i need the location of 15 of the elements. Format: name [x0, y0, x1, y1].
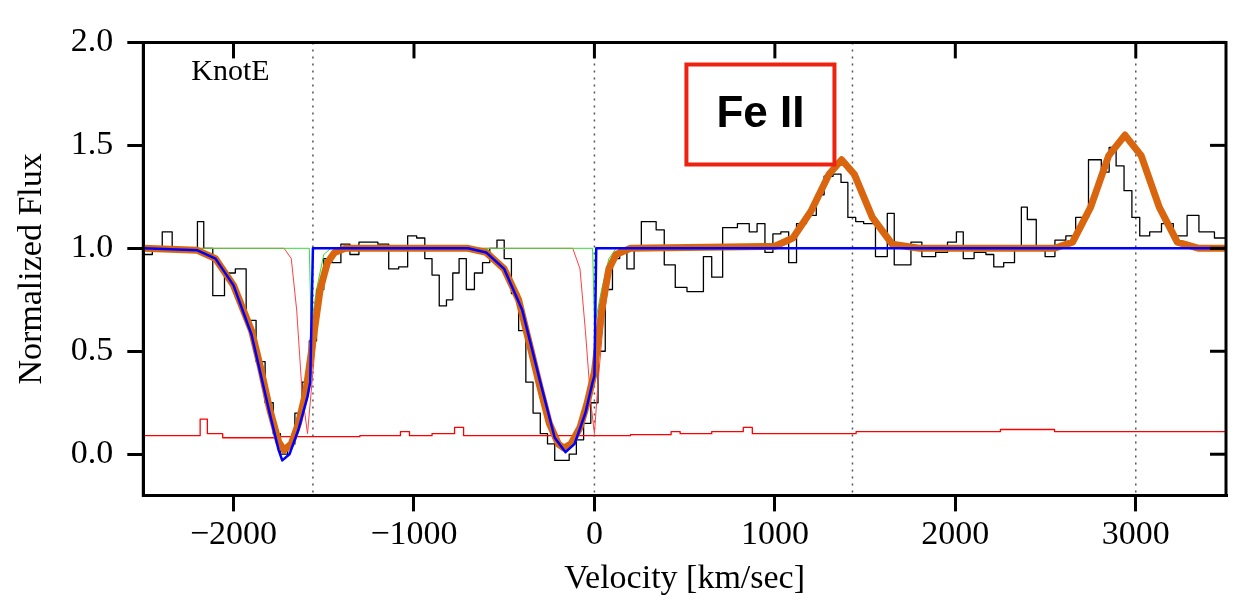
x-tick-label: 0 [585, 513, 603, 551]
annotation: Fe II [716, 86, 805, 136]
x-tick-label: 3000 [1101, 513, 1170, 551]
y-tick-label: 0.0 [70, 433, 114, 471]
y-tick-label: 2.0 [70, 21, 114, 59]
x-tick-label: −2000 [189, 513, 278, 551]
x-axis-title: Velocity [km/sec] [564, 557, 806, 595]
annotation: KnotE [191, 53, 270, 87]
x-tick-label: −1000 [370, 513, 458, 551]
y-tick-label: 1.5 [70, 124, 114, 162]
y-tick-label: 0.5 [70, 330, 114, 368]
x-tick-label: 2000 [921, 513, 990, 551]
x-tick-label: 1000 [740, 513, 809, 551]
y-axis-title: Normalized Flux [11, 153, 49, 385]
y-tick-label: 1.0 [70, 227, 114, 265]
